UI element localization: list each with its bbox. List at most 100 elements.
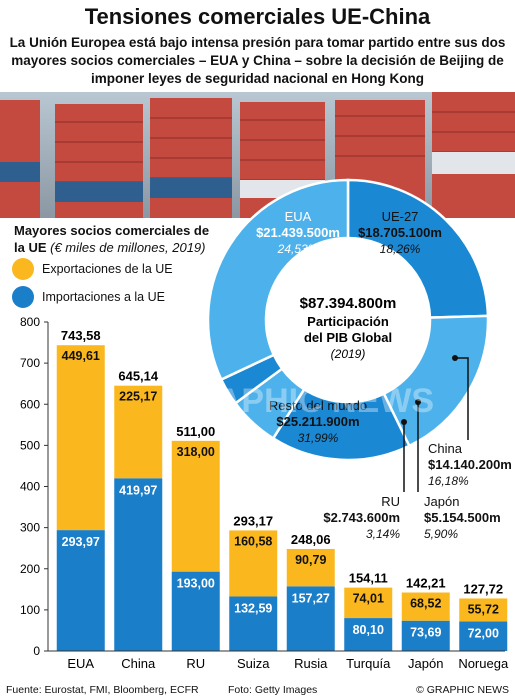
y-tick-label: 700 <box>20 356 40 370</box>
category-label: Turquía <box>346 656 391 671</box>
y-tick-label: 300 <box>20 521 40 535</box>
imports-data-label: 157,27 <box>292 591 330 605</box>
imports-data-label: 419,97 <box>119 483 157 497</box>
y-tick-label: 400 <box>20 480 40 494</box>
exports-data-label: 68,52 <box>410 597 441 611</box>
bar-imports <box>171 571 220 651</box>
donut-slice-percent: 5,90% <box>424 527 458 541</box>
exports-data-label: 318,00 <box>177 445 215 459</box>
exports-data-label: 90,79 <box>295 553 326 567</box>
leader-dot-ru <box>401 419 407 425</box>
donut-center-total: $87.394.800m <box>300 295 397 312</box>
bar-imports <box>459 621 508 651</box>
bar-exports <box>229 530 278 597</box>
total-data-label: 127,72 <box>463 581 503 596</box>
donut-slice-value: $25.211.900m <box>276 414 359 429</box>
page-subtitle: La Unión Europea está bajo intensa presi… <box>9 35 506 86</box>
donut-slice-value: $21.439.500m <box>256 225 340 240</box>
donut-slice-value: $14.140.200m <box>428 457 512 472</box>
y-tick-label: 800 <box>20 315 40 329</box>
legend-exports: Exportaciones de la UE <box>12 258 173 280</box>
donut-hole <box>266 238 430 402</box>
category-label: RU <box>186 656 205 671</box>
category-label: China <box>121 656 156 671</box>
bar-exports <box>56 345 105 531</box>
category-label: Rusia <box>294 656 328 671</box>
donut-center-label: Participación <box>307 314 389 329</box>
leader-line-china <box>455 357 469 440</box>
leader-dot-japon <box>415 399 421 405</box>
total-data-label: 293,17 <box>233 513 273 528</box>
donut-slice-percent: 31,99% <box>298 431 339 445</box>
legend-imports: Importaciones a la UE <box>12 286 165 308</box>
legend-imports-label: Importaciones a la UE <box>42 290 165 304</box>
bar-exports <box>459 598 508 622</box>
total-data-label: 248,06 <box>291 532 331 547</box>
imports-data-label: 293,97 <box>62 535 100 549</box>
y-tick-label: 200 <box>20 562 40 576</box>
total-data-label: 154,11 <box>349 571 388 586</box>
imports-data-label: 193,00 <box>177 577 215 591</box>
donut-slice-name: RU <box>381 494 400 509</box>
donut-slice-value: $2.743.600m <box>323 510 400 525</box>
graphic-news-credit: © GRAPHIC NEWS <box>416 684 509 696</box>
legend-title: Mayores socios comerciales de la UE (€ m… <box>14 222 214 256</box>
donut-slice-name: China <box>428 441 463 456</box>
donut-slice-name: EUA <box>285 209 312 224</box>
bar-exports <box>114 385 163 479</box>
legend-exports-label: Exportaciones de la UE <box>42 262 173 276</box>
bar-exports <box>344 587 393 619</box>
donut-slice-percent: 24,53% <box>277 242 319 256</box>
total-data-label: 645,14 <box>118 369 159 384</box>
bar-exports <box>401 592 450 621</box>
donut-slice-percent: 3,14% <box>366 527 400 541</box>
donut-center-year: (2019) <box>331 347 366 361</box>
donut-center-label: del PIB Global <box>304 330 392 345</box>
bar-imports <box>401 620 450 651</box>
exports-swatch <box>12 258 34 280</box>
y-tick-label: 0 <box>33 644 40 658</box>
category-label: Noruega <box>458 656 509 671</box>
bar-imports <box>229 596 278 651</box>
total-data-label: 743,58 <box>61 328 101 343</box>
bar-exports <box>171 440 220 572</box>
donut-slice-percent: 16,18% <box>428 474 469 488</box>
page-title: Tensiones comerciales UE-China <box>84 4 431 29</box>
donut-slice-value: $18.705.100m <box>358 225 442 240</box>
imports-data-label: 80,10 <box>353 623 384 637</box>
leader-dot-china <box>452 355 458 361</box>
donut-slice-percent: 18,26% <box>380 242 421 256</box>
category-label: Japón <box>408 656 443 671</box>
y-tick-label: 500 <box>20 438 40 452</box>
photo-credit: Foto: Getty Images <box>228 684 318 696</box>
y-tick-label: 600 <box>20 397 40 411</box>
exports-data-label: 160,58 <box>234 534 272 548</box>
exports-data-label: 74,01 <box>353 592 384 606</box>
category-label: Suiza <box>237 656 270 671</box>
legend-title-italic: (€ miles de millones, 2019) <box>50 240 206 255</box>
donut-slice-name: Japón <box>424 494 459 509</box>
donut-slice-value: $5.154.500m <box>424 510 501 525</box>
source-note: Fuente: Eurostat, FMI, Bloomberg, ECFR <box>6 684 199 696</box>
bar-imports <box>344 618 393 651</box>
exports-data-label: 449,61 <box>62 349 100 363</box>
imports-data-label: 73,69 <box>410 626 441 640</box>
legend-title-bold: Mayores socios comerciales de la UE <box>14 223 210 255</box>
category-label: EUA <box>67 656 94 671</box>
bar-imports <box>56 530 105 651</box>
imports-data-label: 72,00 <box>468 626 499 640</box>
watermark: GRAPHIC NEWS <box>166 382 434 420</box>
exports-data-label: 55,72 <box>468 602 499 616</box>
total-data-label: 142,21 <box>406 576 446 591</box>
bar-imports <box>286 586 335 651</box>
bar-exports <box>286 548 335 587</box>
bar-imports <box>114 478 163 651</box>
total-data-label: 511,00 <box>176 424 215 439</box>
imports-swatch <box>12 286 34 308</box>
y-tick-label: 100 <box>20 603 40 617</box>
exports-data-label: 225,17 <box>119 390 157 404</box>
donut-slice-name: Resto del mundo <box>269 398 367 413</box>
donut-slice-name: UE-27 <box>382 209 419 224</box>
imports-data-label: 132,59 <box>234 601 272 615</box>
